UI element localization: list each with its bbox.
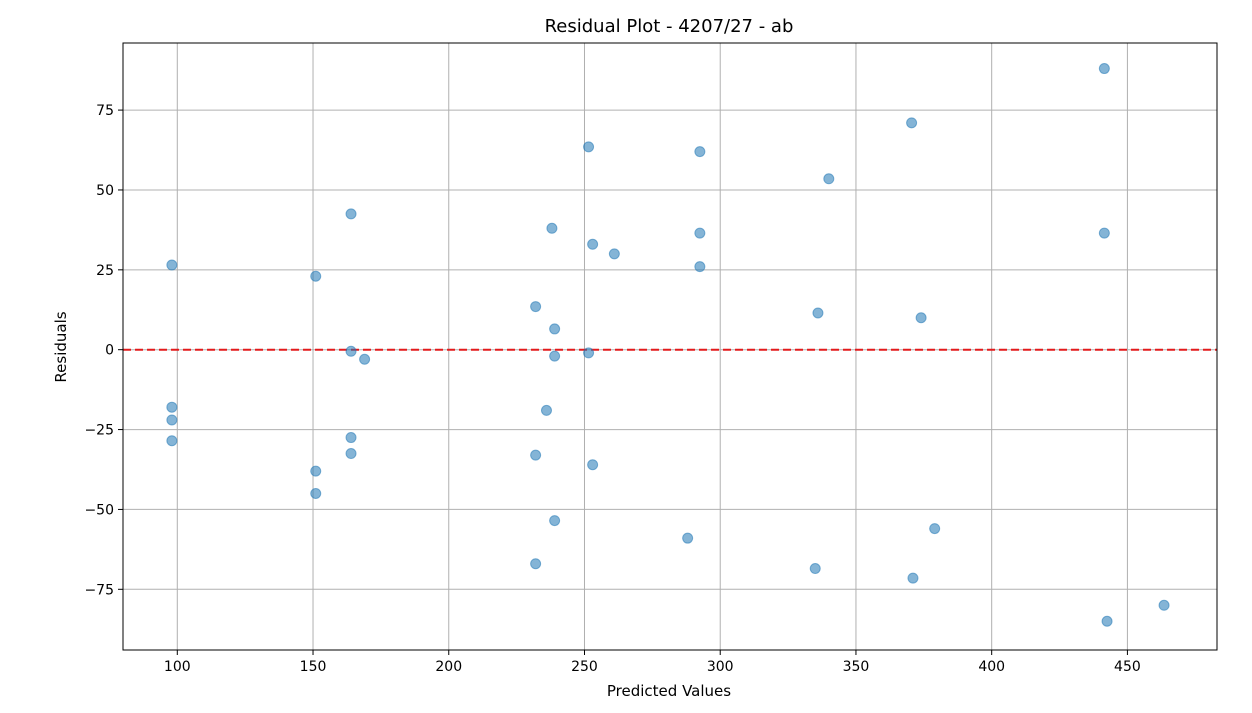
- scatter-point: [812, 307, 824, 319]
- scatter-point: [546, 222, 558, 234]
- scatter-point: [359, 353, 371, 365]
- y-tick-label: −50: [84, 502, 114, 518]
- scatter-point: [929, 523, 941, 535]
- x-tick-label: 350: [843, 659, 870, 675]
- scatter-point: [1158, 599, 1170, 611]
- scatter-point: [549, 515, 561, 527]
- scatter-point: [907, 572, 919, 584]
- scatter-point: [906, 117, 918, 129]
- x-tick-label: 250: [571, 659, 598, 675]
- y-tick-label: 50: [96, 183, 114, 199]
- scatter-point: [1101, 615, 1113, 627]
- scatter-point: [166, 414, 178, 426]
- scatter-point: [549, 323, 561, 335]
- x-tick-label: 100: [164, 659, 191, 675]
- scatter-point: [345, 208, 357, 220]
- scatter-point: [587, 238, 599, 250]
- y-tick-label: 0: [105, 343, 114, 359]
- scatter-point: [345, 432, 357, 444]
- scatter-point: [587, 459, 599, 471]
- scatter-point: [1098, 63, 1110, 75]
- scatter-point: [694, 146, 706, 158]
- x-axis-ticks: 100 150 200 250 300 350 400 450: [164, 650, 1141, 675]
- scatter-point: [310, 270, 322, 282]
- scatter-point: [530, 301, 542, 313]
- scatter-point: [694, 227, 706, 239]
- scatter-point: [166, 401, 178, 413]
- y-tick-label: 75: [96, 103, 114, 119]
- y-tick-label: −25: [84, 423, 114, 439]
- scatter-point: [1098, 227, 1110, 239]
- scatter-point: [694, 261, 706, 273]
- y-axis-ticks: −75 −50 −25 0 25 50 75: [84, 103, 123, 598]
- scatter-point: [608, 248, 620, 260]
- scatter-point: [583, 141, 595, 153]
- chart-title: Residual Plot - 4207/27 - ab: [545, 16, 794, 37]
- y-tick-label: 25: [96, 263, 114, 279]
- scatter-point: [549, 350, 561, 362]
- x-tick-label: 300: [707, 659, 734, 675]
- scatter-point: [809, 563, 821, 575]
- scatter-point: [310, 465, 322, 477]
- scatter-point: [530, 449, 542, 461]
- data-points: [166, 63, 1170, 627]
- y-axis-label: Residuals: [52, 311, 70, 382]
- x-tick-label: 200: [435, 659, 462, 675]
- scatter-point: [530, 558, 542, 570]
- x-axis-label: Predicted Values: [607, 682, 731, 700]
- plot-frame: [122, 42, 1218, 651]
- x-tick-label: 400: [978, 659, 1005, 675]
- x-tick-label: 450: [1114, 659, 1141, 675]
- scatter-point: [345, 448, 357, 460]
- scatter-point: [915, 312, 927, 324]
- y-tick-label: −75: [84, 582, 114, 598]
- scatter-point: [166, 259, 178, 271]
- x-tick-label: 150: [300, 659, 327, 675]
- scatter-point: [823, 173, 835, 185]
- scatter-point: [540, 404, 552, 416]
- scatter-point: [345, 345, 357, 357]
- scatter-point: [682, 532, 694, 544]
- scatter-point: [583, 347, 595, 359]
- scatter-point: [310, 487, 322, 499]
- scatter-point: [166, 435, 178, 447]
